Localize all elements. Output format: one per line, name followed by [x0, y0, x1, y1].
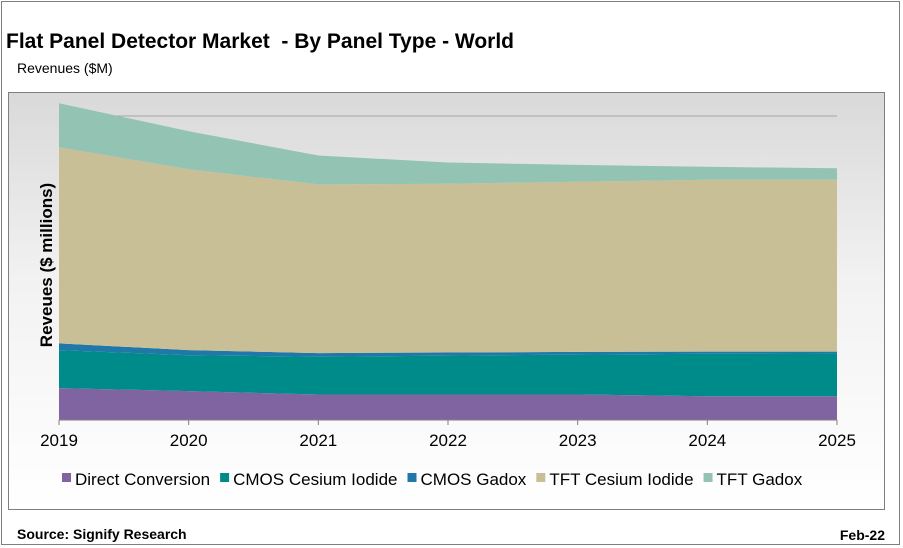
- x-tick-label: 2023: [559, 431, 597, 450]
- legend-label: Direct Conversion: [75, 470, 210, 489]
- legend-swatch: [220, 473, 230, 482]
- x-tick-label: 2025: [818, 431, 856, 450]
- x-tick-label: 2021: [299, 431, 337, 450]
- date-note: Feb-22: [839, 527, 885, 543]
- x-tick-label: 2020: [170, 431, 208, 450]
- source-note: Source: Signify Research: [17, 526, 187, 542]
- y-axis-label: Reveues ($ millions): [37, 183, 56, 347]
- legend-swatch: [62, 473, 71, 482]
- legend-swatch: [703, 473, 713, 482]
- area-tft-gadox: [59, 103, 837, 185]
- series-areas: [59, 103, 837, 420]
- x-tick-label: 2019: [40, 431, 78, 450]
- area-cmos-cesium-iodide: [59, 350, 837, 397]
- legend-swatch: [407, 473, 417, 482]
- axes: [58, 419, 838, 425]
- legend: Direct Conversion CMOS Cesium Iodide CMOS …: [62, 470, 803, 489]
- chart-subtitle: Revenues ($M): [17, 60, 113, 76]
- chart-title: Flat Panel Detector Market - By Panel Ty…: [6, 30, 515, 53]
- area-direct-conversion: [59, 388, 837, 420]
- legend-label: TFT Gadox: [717, 470, 803, 489]
- x-tick-label: 2022: [429, 431, 467, 450]
- area-tft-cesium-iodide: [59, 147, 837, 354]
- legend-label: TFT Cesium Iodide: [549, 470, 693, 489]
- area-cmos-gadox: [59, 343, 837, 357]
- x-tick-labels: 2019 2020 2021 2022 2023 2024 2025: [40, 431, 856, 450]
- x-tick-label: 2024: [688, 431, 726, 450]
- legend-label: CMOS Cesium Iodide: [233, 470, 397, 489]
- legend-label: CMOS Gadox: [421, 470, 527, 489]
- legend-swatch: [536, 473, 546, 482]
